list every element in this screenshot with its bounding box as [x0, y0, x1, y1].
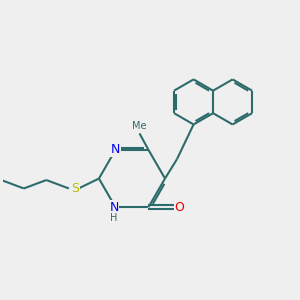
Text: Me: Me	[132, 121, 146, 131]
Text: H: H	[110, 213, 118, 223]
Text: O: O	[175, 201, 184, 214]
Text: N: N	[109, 201, 119, 214]
Text: N: N	[111, 143, 120, 156]
Text: S: S	[71, 182, 79, 195]
